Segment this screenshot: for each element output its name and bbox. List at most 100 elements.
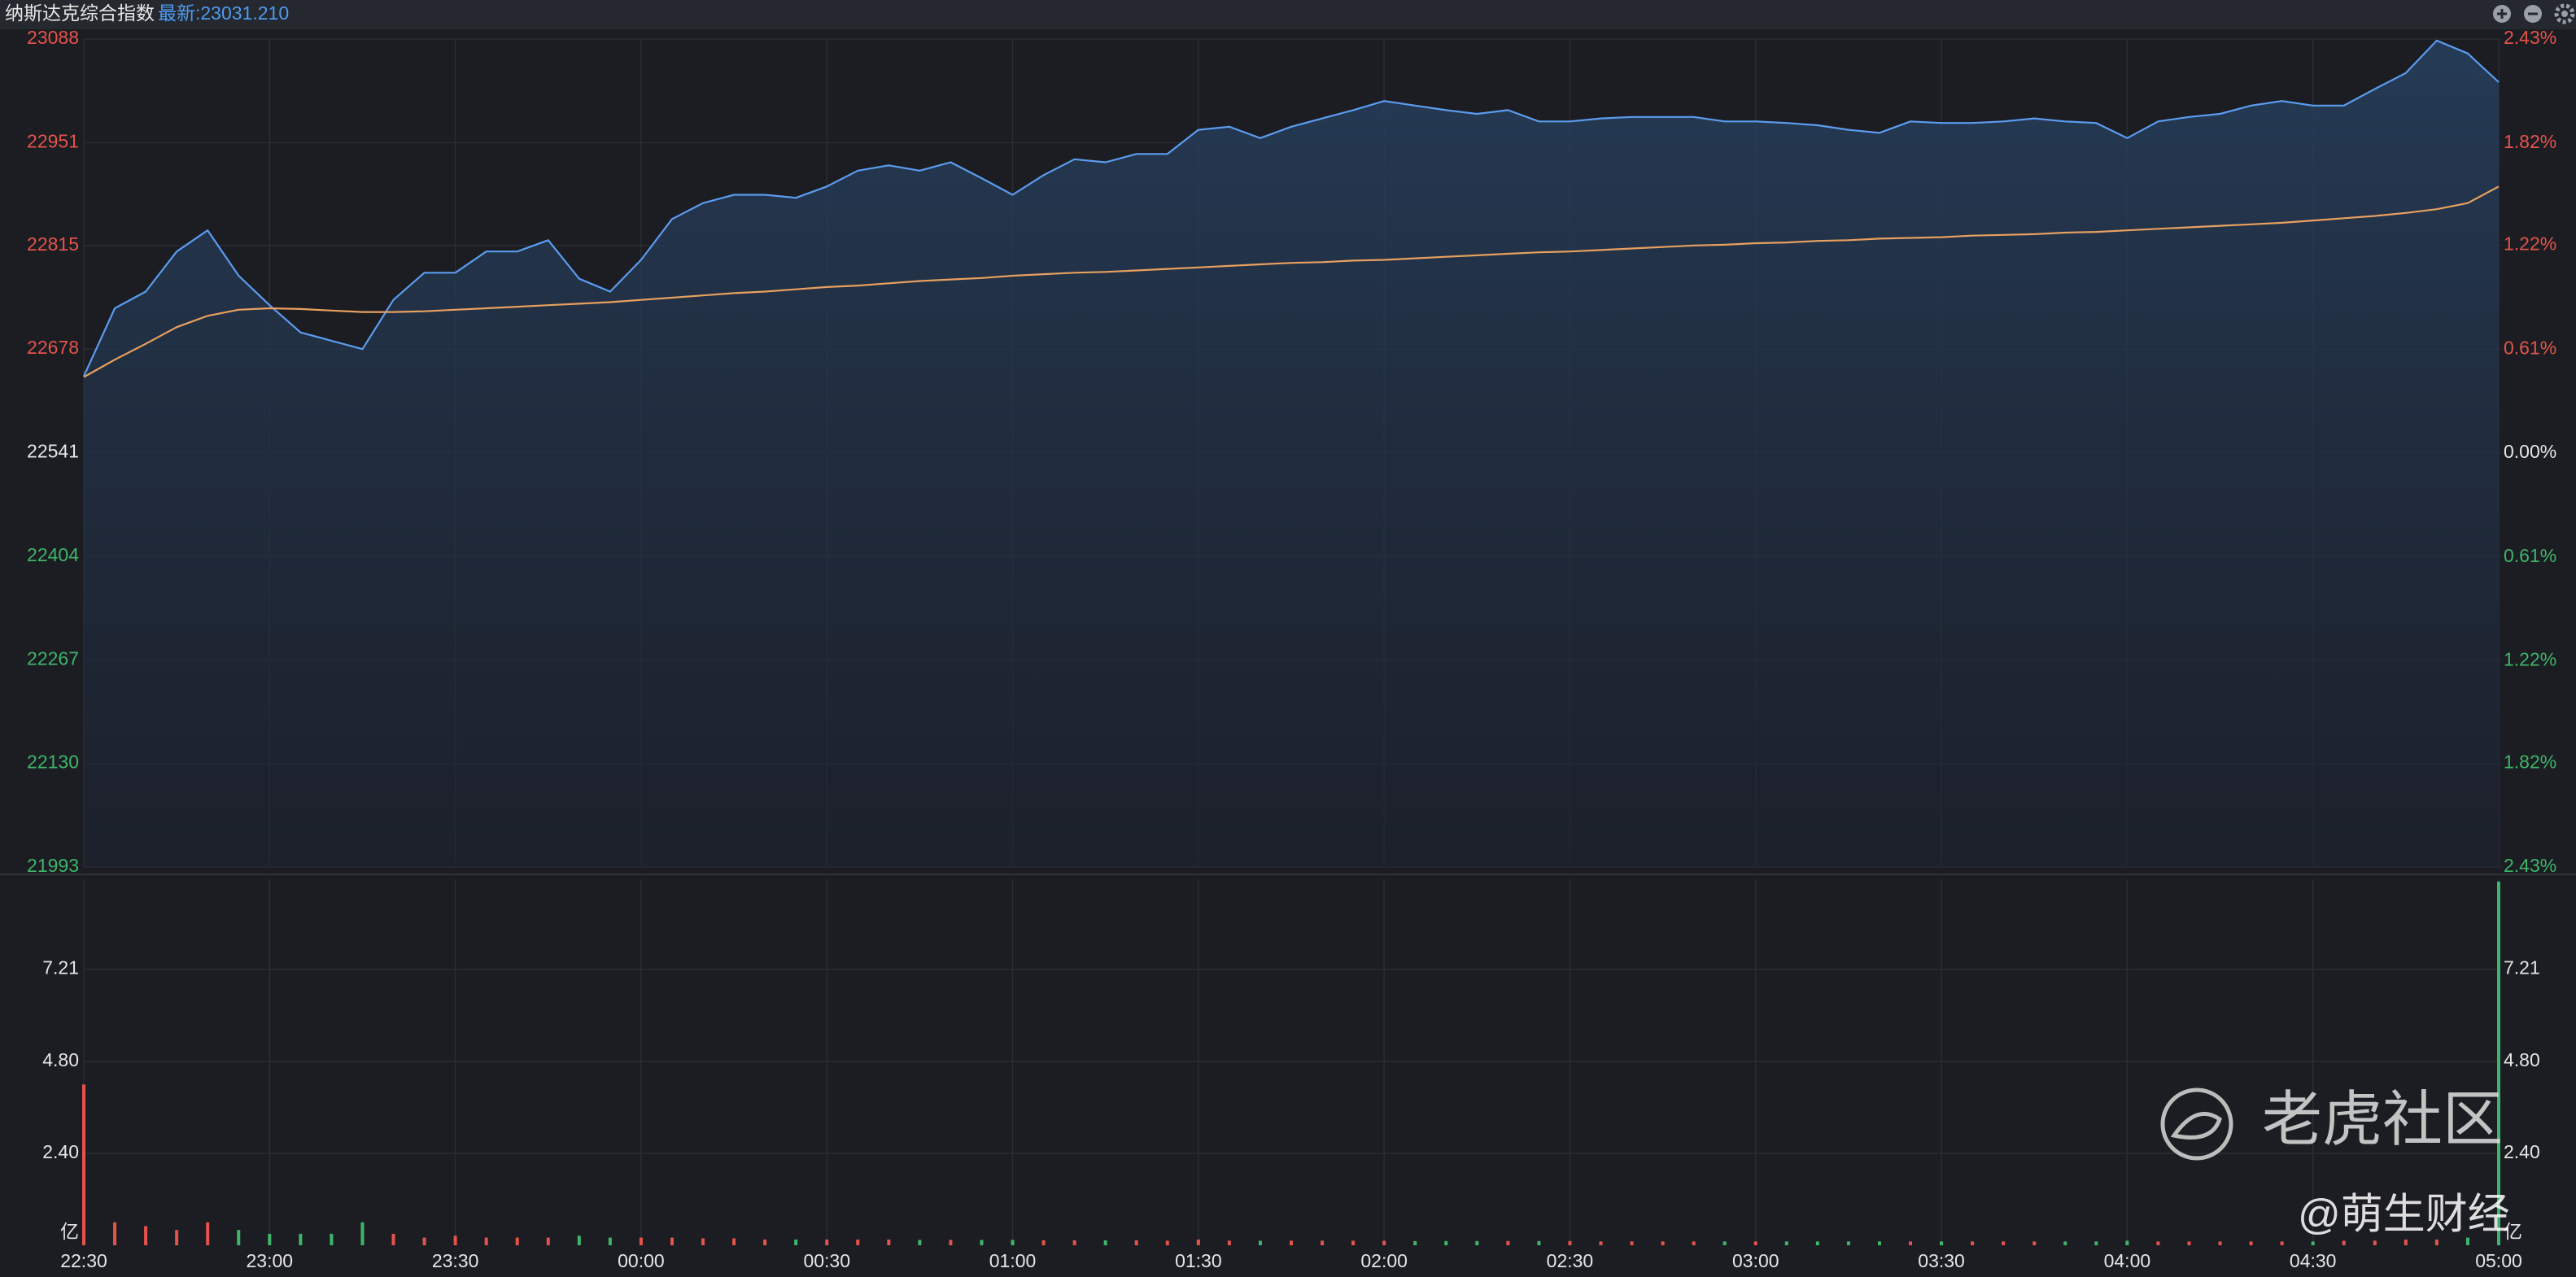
volume-bar <box>1722 1241 1727 1245</box>
y-tick-label: 22267 <box>27 647 79 669</box>
y-tick-label: 23088 <box>27 27 79 48</box>
volume-bar <box>113 1222 117 1245</box>
zoom-out-button[interactable] <box>2524 5 2542 23</box>
x-tick-label: 05:00 <box>2475 1250 2522 1271</box>
y2-tick-label: 0.00% <box>2504 441 2556 462</box>
volume-bar <box>299 1233 303 1245</box>
y2-tick-label: 0.61% <box>2504 337 2556 358</box>
volume-bar <box>1568 1240 1572 1245</box>
volume-bar <box>515 1237 519 1245</box>
volume-bar <box>2187 1241 2191 1245</box>
volume-bar <box>1692 1241 1696 1245</box>
volume-bar <box>1413 1240 1417 1245</box>
average-line <box>83 185 2500 378</box>
volume-bar <box>2032 1241 2037 1245</box>
volume-bar <box>2218 1241 2222 1245</box>
y-tick-label: 7.21 <box>2504 957 2540 978</box>
y-tick-label: 2.40 <box>2504 1141 2540 1162</box>
volume-bar <box>2342 1240 2346 1245</box>
volume-bar <box>1475 1240 1479 1245</box>
y2-tick-label: 1.22% <box>2504 233 2556 255</box>
volume-bar <box>484 1237 488 1245</box>
x-tick-label: 00:30 <box>803 1250 850 1271</box>
volume-bar <box>2497 881 2500 1245</box>
x-tick-label: 01:30 <box>1175 1250 1222 1271</box>
x-tick-label: 23:00 <box>247 1250 294 1271</box>
volume-bar <box>1258 1240 1262 1245</box>
volume-bar <box>1227 1240 1231 1245</box>
volume-bar <box>2094 1241 2098 1245</box>
x-tick-label: 04:00 <box>2104 1250 2151 1271</box>
volume-bar <box>2434 1239 2438 1245</box>
volume-bar <box>1877 1241 1881 1245</box>
volume-bar <box>2063 1241 2067 1245</box>
y-tick-label: 22815 <box>27 233 79 255</box>
volume-bar <box>237 1230 241 1245</box>
volume-bar <box>1382 1240 1386 1245</box>
price-area <box>84 40 2499 867</box>
volume-bar <box>1134 1240 1138 1245</box>
volume-bar <box>1165 1240 1169 1245</box>
volume-bar <box>1537 1240 1541 1245</box>
volume-bar <box>2311 1241 2315 1245</box>
volume-bar <box>422 1237 426 1245</box>
volume-bar <box>2465 1237 2469 1245</box>
volume-bar <box>1041 1240 1046 1245</box>
watermark-brand: 老虎社区 <box>2262 1086 2503 1153</box>
x-tick-label: 22:30 <box>60 1250 107 1271</box>
volume-bar <box>856 1239 860 1245</box>
watermark-author: @萌生财经 <box>2298 1192 2510 1239</box>
volume-bar <box>2002 1241 2006 1245</box>
header-bar <box>0 0 2576 29</box>
volume-bar <box>1072 1240 1076 1245</box>
volume-bar <box>175 1230 179 1245</box>
zoom-in-button[interactable] <box>2493 5 2511 23</box>
volume-bar <box>980 1240 984 1245</box>
volume-bar <box>1103 1240 1107 1245</box>
y2-tick-label: 1.22% <box>2504 649 2556 670</box>
volume-bar <box>1290 1240 1293 1245</box>
volume-bar <box>1506 1240 1510 1245</box>
y-tick-label: 22541 <box>27 441 79 462</box>
volume-bar <box>701 1238 705 1245</box>
volume-bar <box>2280 1241 2284 1245</box>
y-tick-label: 21993 <box>27 855 79 876</box>
volume-bar <box>330 1233 334 1245</box>
volume-bar <box>1909 1241 1913 1245</box>
y2-tick-label: 2.43% <box>2504 855 2556 876</box>
volume-unit: 亿 <box>2504 1221 2522 1242</box>
volume-bar <box>1784 1241 1788 1245</box>
volume-bar <box>1971 1241 1975 1245</box>
y-tick-label: 4.80 <box>2504 1049 2540 1070</box>
x-tick-label: 23:30 <box>432 1250 479 1271</box>
x-tick-label: 03:00 <box>1732 1250 1779 1271</box>
watermark: 老虎社区 @萌生财经 <box>2160 1086 2510 1239</box>
volume-bar <box>2249 1241 2253 1245</box>
y-tick-label: 7.21 <box>42 957 79 978</box>
volume-bar <box>1321 1240 1325 1245</box>
header-title: 纳斯达克综合指数 <box>5 2 155 24</box>
y-tick-label: 2.40 <box>42 1141 79 1162</box>
settings-button[interactable] <box>2554 3 2575 24</box>
y-tick-label: 22404 <box>27 544 79 565</box>
volume-bar <box>1196 1239 1200 1245</box>
x-tick-label: 02:00 <box>1360 1250 1408 1271</box>
volume-bar <box>1599 1241 1603 1245</box>
volume-bar <box>1753 1241 1757 1245</box>
x-tick-label: 00:00 <box>618 1250 665 1271</box>
volume-bar <box>608 1237 612 1245</box>
volume-bar <box>1011 1240 1015 1245</box>
volume-bar <box>2373 1240 2377 1245</box>
volume-bar <box>546 1237 550 1245</box>
volume-bar <box>391 1233 395 1245</box>
volume-bar <box>887 1239 891 1245</box>
volume-bar <box>1846 1241 1850 1245</box>
volume-unit: 亿 <box>60 1221 79 1242</box>
volume-bar <box>639 1237 643 1245</box>
volume-bar <box>670 1237 674 1245</box>
volume-bar <box>268 1233 272 1245</box>
volume-bar <box>763 1239 767 1245</box>
x-tick-label: 01:00 <box>989 1250 1037 1271</box>
volume-bar <box>794 1239 798 1245</box>
